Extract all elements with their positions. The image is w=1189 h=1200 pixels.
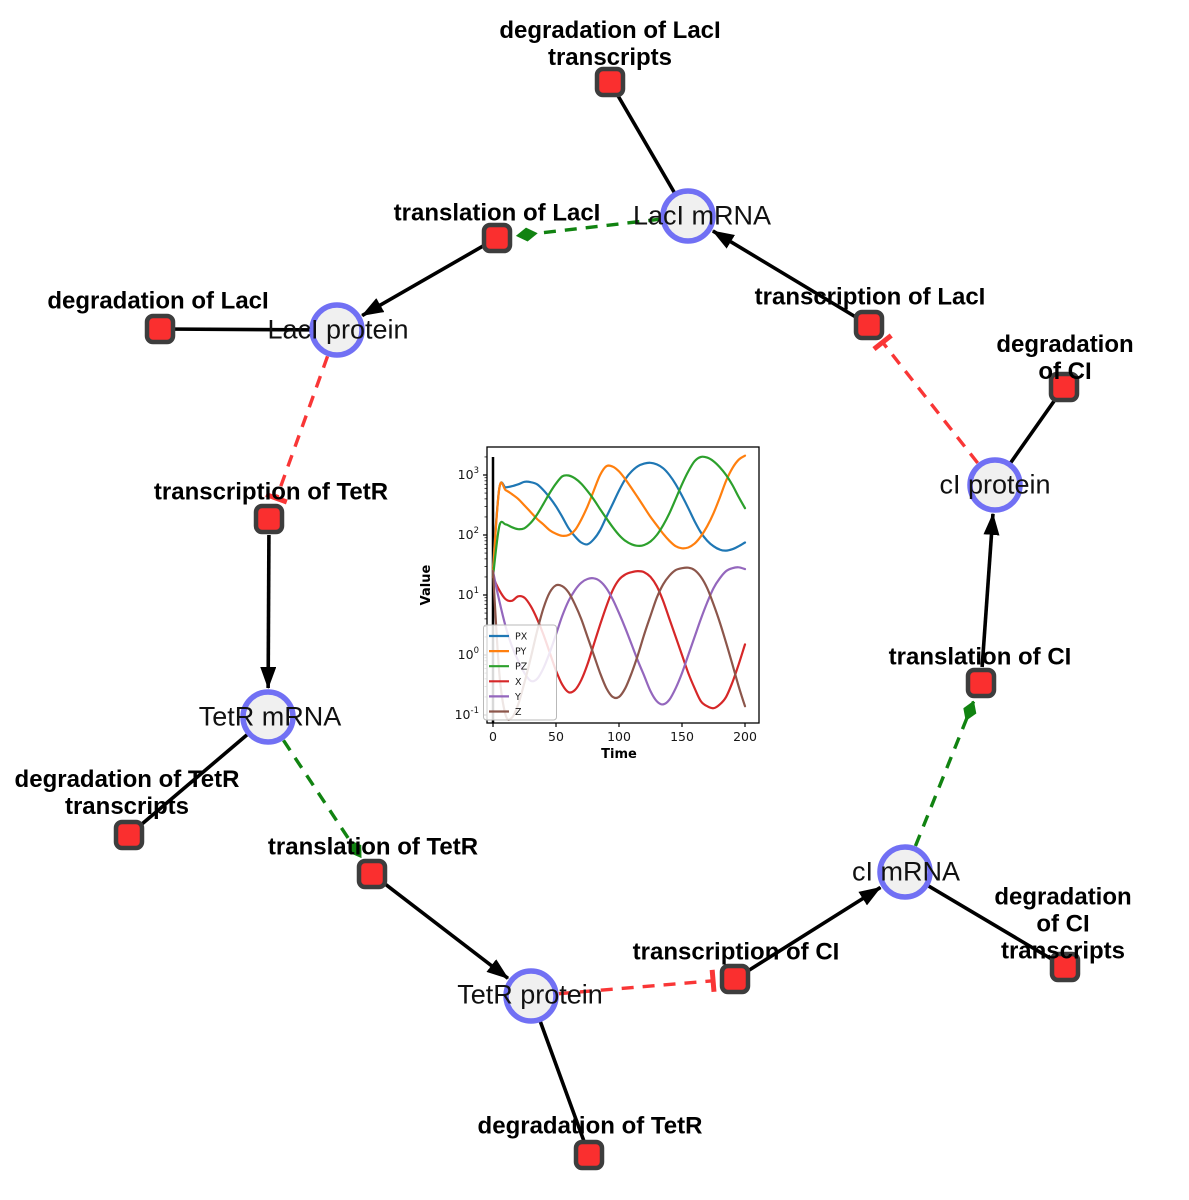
reaction-node-tx_tetr[interactable] — [253, 503, 285, 535]
species-node-ci_protein[interactable] — [967, 457, 1023, 513]
legend-entry-PZ: PZ — [515, 662, 528, 673]
edge-plain-laci_protein-deg_laci[interactable] — [159, 327, 338, 332]
xtick-100: 100 — [607, 729, 631, 744]
series-line-PY — [491, 454, 747, 573]
reaction-node-deg_tetr[interactable] — [573, 1139, 605, 1171]
edge-arrow-tx_tetr-tetr_mrna[interactable] — [260, 534, 277, 690]
species-node-laci_mrna[interactable] — [660, 188, 716, 244]
edge-plain-tetr_mrna-deg_tetr_tx[interactable] — [127, 715, 270, 837]
embedded-simulation-plot: 10-1 100 101 102 103 0 50 100 150 200 Time Value PX P… — [415, 432, 775, 764]
ytick-10e3: 103 — [458, 466, 479, 482]
reaction-node-deg_ci_tx[interactable] — [1049, 951, 1081, 983]
edge-inhibition-tetr_protein-tx_ci[interactable] — [558, 969, 717, 996]
edge-inhibition-ci_protein-tx_laci[interactable] — [872, 333, 980, 465]
reaction-node-tx_laci[interactable] — [853, 309, 885, 341]
species-node-tetr_mrna[interactable] — [240, 689, 296, 745]
series-line-X — [491, 569, 747, 710]
edge-arrow-tx_laci-laci_mrna[interactable] — [711, 229, 857, 319]
series-line-PZ — [491, 455, 747, 578]
edge-activation-ci_mrna-transl_ci[interactable] — [913, 700, 977, 847]
plot-svg: 10-1 100 101 102 103 0 50 100 150 200 Time Value PX P… — [419, 446, 760, 762]
xtick-150: 150 — [670, 729, 694, 744]
ytick-10e-1: 10-1 — [455, 706, 479, 722]
edge-arrow-tx_ci-ci_mrna[interactable] — [747, 885, 882, 973]
legend-entry-X: X — [515, 677, 522, 688]
edge-arrow-transl_laci-laci_protein[interactable] — [361, 244, 485, 318]
xtick-50: 50 — [548, 729, 564, 744]
edge-plain-ci_mrna-deg_ci_tx[interactable] — [904, 870, 1066, 969]
edge-inhibition-laci_protein-tx_tetr[interactable] — [265, 355, 330, 505]
reaction-node-deg_laci_tx[interactable] — [594, 66, 626, 98]
reaction-node-deg_tetr_tx[interactable] — [113, 819, 145, 851]
xtick-200: 200 — [733, 729, 757, 744]
species-node-ci_mrna[interactable] — [877, 844, 933, 900]
legend-entry-PY: PY — [515, 647, 527, 658]
edge-arrow-transl_tetr-tetr_protein[interactable] — [383, 882, 510, 980]
species-node-tetr_protein[interactable] — [503, 968, 559, 1024]
edge-activation-laci_mrna-transl_laci[interactable] — [515, 217, 661, 242]
y-axis-label: Value — [419, 564, 434, 605]
reaction-node-tx_ci[interactable] — [719, 963, 751, 995]
reaction-node-deg_ci[interactable] — [1048, 371, 1080, 403]
species-node-laci_protein[interactable] — [309, 302, 365, 358]
edge-arrow-transl_ci-ci_protein[interactable] — [980, 512, 1000, 668]
edge-activation-tetr_mrna-transl_tetr[interactable] — [282, 739, 363, 859]
reaction-node-transl_tetr[interactable] — [356, 858, 388, 890]
legend-entry-Y: Y — [514, 692, 521, 703]
ytick-10e0: 100 — [458, 646, 479, 662]
xtick-0: 0 — [489, 729, 497, 744]
reaction-node-transl_ci[interactable] — [965, 667, 997, 699]
edge-plain-tetr_protein-deg_tetr[interactable] — [529, 995, 591, 1156]
ytick-10e2: 102 — [458, 526, 479, 542]
reaction-node-transl_laci[interactable] — [481, 222, 513, 254]
legend-entry-PX: PX — [515, 632, 528, 643]
x-axis-label: Time — [601, 747, 637, 762]
legend-entry-Z: Z — [515, 707, 522, 718]
ytick-10e1: 101 — [458, 586, 479, 602]
reaction-node-deg_laci[interactable] — [144, 313, 176, 345]
